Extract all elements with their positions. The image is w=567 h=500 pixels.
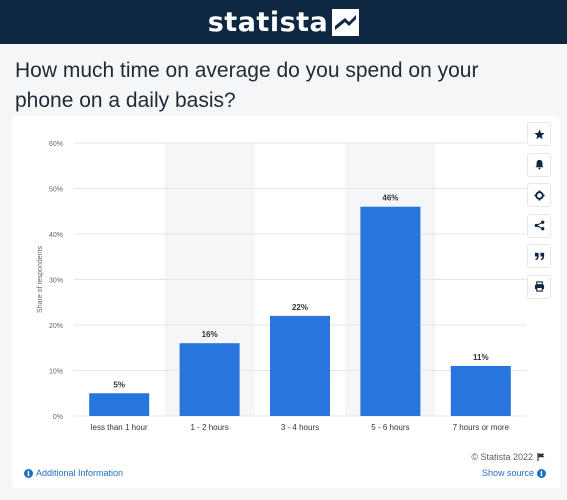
- bar-chart: 0% 10% 20% 30% 40% 50% 60% Share of respondents…: [37, 141, 526, 432]
- show-source-label: Show source: [481, 468, 534, 478]
- info-icon: i: [537, 468, 546, 478]
- y-tick-label: 50%: [49, 187, 63, 194]
- gear-icon: [533, 190, 545, 201]
- data-label: 16%: [202, 330, 218, 339]
- logo-text: statista: [207, 6, 329, 38]
- chart-toolbar: [527, 122, 551, 306]
- copyright-notice: © Statista 2022: [471, 452, 545, 462]
- printer-icon: [534, 281, 544, 293]
- y-tick-label: 40%: [49, 232, 63, 239]
- bar: [179, 343, 240, 416]
- y-tick-label: 60%: [49, 141, 63, 148]
- share-button[interactable]: [527, 213, 551, 238]
- x-tick-label: 3 - 4 hours: [281, 423, 319, 432]
- quote-icon: [534, 252, 544, 261]
- bell-icon: [534, 160, 544, 170]
- data-label: 5%: [113, 380, 125, 389]
- y-axis-label: Share of respondents: [37, 246, 44, 313]
- print-button[interactable]: [527, 274, 551, 299]
- y-tick-label: 30%: [49, 278, 63, 285]
- data-label: 22%: [292, 303, 308, 312]
- chart-card: 0% 10% 20% 30% 40% 50% 60% Share of respondents…: [12, 116, 560, 488]
- notification-button[interactable]: [527, 152, 551, 177]
- share-icon: [534, 220, 544, 231]
- show-source-link[interactable]: Show source i: [482, 468, 546, 478]
- bar: [360, 206, 421, 416]
- y-tick-label: 0%: [53, 414, 63, 421]
- data-label: 46%: [382, 194, 398, 203]
- x-tick-label: 1 - 2 hours: [190, 423, 228, 432]
- logo-mark-icon: [332, 8, 360, 36]
- bar: [89, 393, 150, 416]
- x-tick-label: 5 - 6 hours: [371, 423, 409, 432]
- y-tick-label: 10%: [49, 369, 63, 376]
- info-icon: i: [24, 468, 33, 478]
- copyright-text: © Statista 2022: [471, 452, 533, 462]
- star-icon: [533, 128, 545, 139]
- additional-information-link[interactable]: i Additional Information: [24, 468, 123, 478]
- statista-logo[interactable]: statista: [208, 7, 360, 38]
- favorite-star-button[interactable]: [527, 122, 551, 146]
- page-title: How much time on average do you spend on…: [15, 59, 479, 112]
- top-bar: statista: [0, 0, 567, 44]
- settings-button[interactable]: [527, 183, 551, 208]
- bar: [270, 315, 330, 416]
- cite-button[interactable]: [527, 244, 551, 269]
- y-tick-label: 20%: [49, 323, 63, 330]
- additional-information-label: Additional Information: [36, 468, 124, 478]
- data-label: 11%: [473, 353, 489, 362]
- x-tick-label: less than 1 hour: [91, 423, 148, 432]
- flag-icon[interactable]: [537, 453, 545, 461]
- bar: [450, 365, 511, 416]
- x-tick-label: 7 hours or more: [453, 423, 510, 432]
